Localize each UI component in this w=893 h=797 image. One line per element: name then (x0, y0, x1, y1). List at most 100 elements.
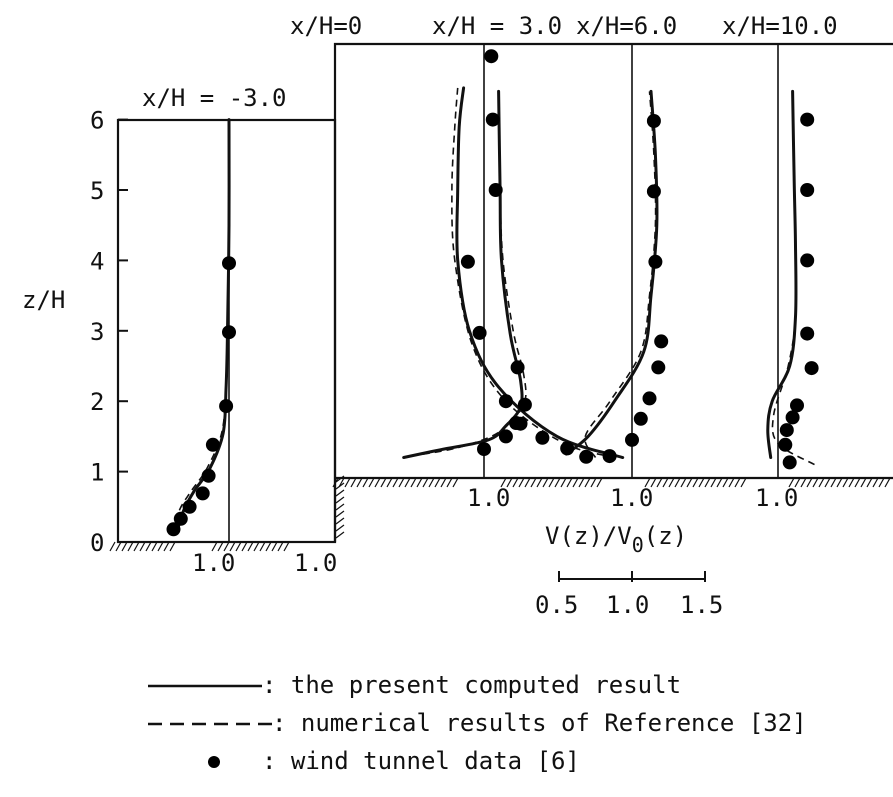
hatch-mark (686, 477, 693, 488)
wind-tunnel-point (488, 183, 503, 197)
hatch-mark (662, 477, 669, 488)
hatch-mark (542, 477, 549, 488)
hatch-mark (554, 477, 561, 488)
wind-tunnel-point (633, 411, 648, 426)
hatch-mark (392, 477, 399, 488)
wall-hatch-mark (335, 531, 345, 539)
hatch-mark (884, 477, 891, 488)
hatch-mark (115, 541, 122, 552)
hatch-mark (878, 477, 885, 488)
wind-tunnel-point (510, 360, 525, 375)
wind-tunnel-point (222, 256, 236, 271)
hatch-mark (518, 477, 525, 488)
scale-label-1-5: 1.5 (680, 591, 723, 619)
hatch-mark (121, 541, 128, 552)
hatch-mark (578, 477, 585, 488)
hatch-mark (680, 477, 687, 488)
wall-hatch-mark (335, 510, 345, 518)
hatch-mark (854, 477, 861, 488)
hatch-mark (332, 477, 339, 488)
dashed-profile-curve (451, 87, 616, 459)
hatch-mark (566, 477, 573, 488)
hatch-mark (788, 477, 795, 488)
y-tick-label: 4 (90, 247, 104, 275)
ground-label-c: 1.0 (755, 484, 798, 512)
wind-tunnel-point (579, 449, 594, 464)
hatch-mark (698, 477, 705, 488)
wind-tunnel-point (804, 361, 819, 376)
wind-tunnel-point (484, 49, 499, 64)
wind-tunnel-point (800, 326, 815, 341)
solid-profile-curve (402, 89, 524, 460)
wind-tunnel-point (485, 112, 500, 127)
hatch-mark (818, 477, 825, 488)
hatch-mark (265, 541, 272, 552)
hatch-mark (422, 477, 429, 488)
wind-tunnel-point (782, 455, 797, 470)
wind-tunnel-point (790, 398, 804, 413)
wind-tunnel-point (560, 441, 575, 456)
y-axis-ticks: 0 1 2 3 4 5 6 (90, 107, 128, 557)
y-tick-label: 1 (90, 459, 104, 487)
wind-tunnel-point (785, 410, 800, 425)
wind-tunnel-point (800, 112, 815, 127)
wind-tunnel-point (460, 254, 475, 269)
hatch-mark (283, 541, 290, 552)
hatch-mark (356, 477, 363, 488)
hatch-mark (350, 477, 357, 488)
hatch-mark (386, 477, 393, 488)
wind-tunnel-point (654, 334, 669, 349)
hatch-mark (109, 541, 116, 552)
wall-hatch-mark (335, 482, 345, 490)
wind-tunnel-point (205, 437, 220, 452)
ground-label-b: 1.0 (610, 484, 653, 512)
wind-tunnel-point (222, 325, 236, 340)
velocity-scale-bar: 0.5 1.0 1.5 (535, 571, 723, 619)
hatch-mark (860, 477, 867, 488)
y-tick-label: 5 (90, 177, 104, 205)
legend-dashed-label: : numerical results of Reference [32] (272, 709, 807, 737)
hatch-mark (368, 477, 375, 488)
y-tick-label: 6 (90, 107, 104, 135)
hatch-mark (812, 477, 819, 488)
wind-tunnel-point (646, 184, 661, 199)
hatch-mark (344, 477, 351, 488)
hatch-mark (836, 477, 843, 488)
wall-hatch-mark (335, 489, 345, 497)
wall-hatch-mark (335, 475, 345, 483)
y-axis-label: z/H (22, 286, 65, 314)
main-plot-frame (333, 42, 893, 542)
hatch-mark (277, 541, 284, 552)
hatch-mark (169, 541, 176, 552)
hatch-mark (710, 477, 717, 488)
hatch-mark (806, 477, 813, 488)
hatch-mark (800, 477, 807, 488)
hatch-mark (530, 477, 537, 488)
hatch-mark (560, 477, 567, 488)
x-axis-label: V(z)/V0(z) (545, 522, 687, 557)
hatch-mark (404, 477, 411, 488)
wind-tunnel-point (646, 114, 661, 128)
hatch-mark (668, 477, 675, 488)
dashed-profile-curve (172, 119, 230, 534)
wind-tunnel-point (498, 394, 513, 409)
ground-hatching (109, 475, 891, 552)
hatch-mark (163, 541, 170, 552)
hatch-mark (590, 477, 597, 488)
hatch-mark (824, 477, 831, 488)
y-tick-label: 3 (90, 318, 104, 346)
wind-tunnel-point (778, 437, 793, 452)
scale-label-1-0: 1.0 (606, 591, 649, 619)
wall-hatch-mark (335, 517, 345, 525)
ground-label-upwind-ref: 1.0 (192, 549, 235, 577)
hatch-mark (536, 477, 543, 488)
wind-tunnel-point (472, 325, 487, 340)
hatch-mark (656, 477, 663, 488)
hatch-mark (157, 541, 164, 552)
hatch-mark (716, 477, 723, 488)
wind-tunnel-point (173, 511, 188, 526)
panel-label-origin: x/H=0 (290, 12, 362, 40)
hatch-mark (734, 477, 741, 488)
hatch-mark (446, 477, 453, 488)
